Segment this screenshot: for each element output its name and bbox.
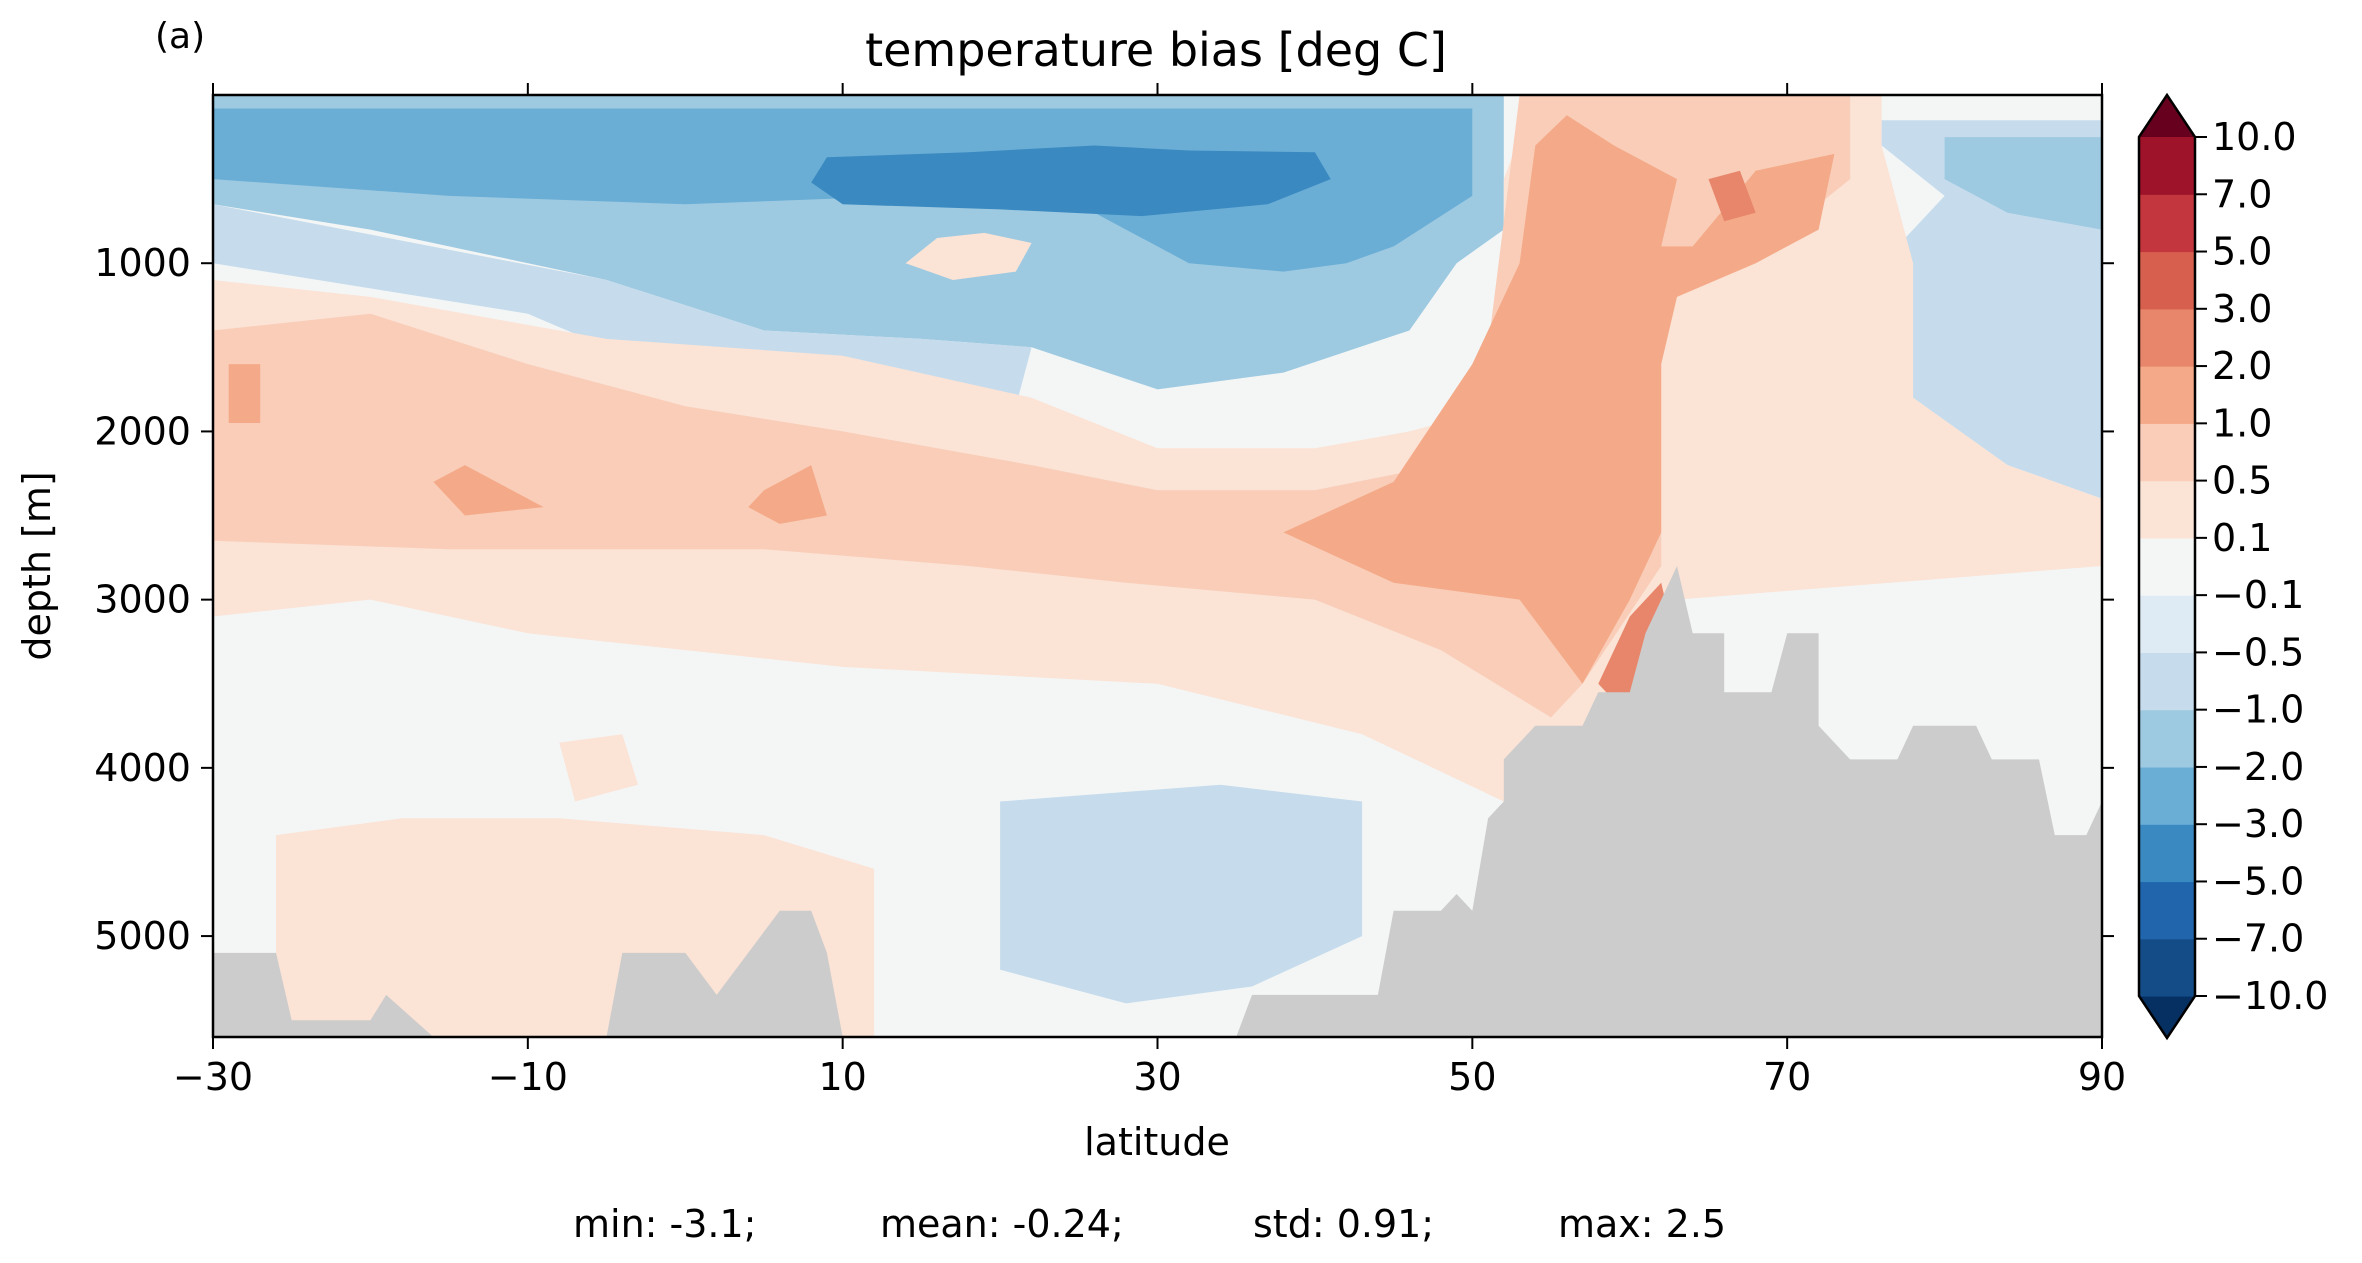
colorbar-segment — [2139, 137, 2195, 195]
colorbar-tick-label: 2.0 — [2212, 344, 2272, 388]
colorbar-segment — [2139, 709, 2195, 768]
colorbar-extend-min — [2139, 996, 2195, 1038]
y-axis-label: depth [m] — [15, 471, 59, 660]
chart-title: temperature bias [deg C] — [865, 23, 1447, 77]
contour-region-17 — [559, 734, 638, 802]
colorbar-segment — [2139, 480, 2195, 539]
plot-area — [211, 93, 2104, 1039]
colorbar-tick-label: 0.1 — [2212, 516, 2272, 560]
stats-line: min: -3.1; mean: -0.24; std: 0.91; max: … — [573, 1202, 1726, 1246]
contour-region-6 — [1944, 137, 2102, 230]
x-tick-label: 90 — [2078, 1055, 2126, 1099]
contour-region-13 — [748, 465, 827, 524]
panel-label: (a) — [155, 16, 205, 57]
x-axis-label: latitude — [1084, 1120, 1230, 1164]
colorbar-segment — [2139, 537, 2195, 596]
stat-mean: mean: -0.24; — [880, 1202, 1124, 1246]
contour-region-10 — [1283, 115, 1835, 684]
y-tick-label: 1000 — [94, 241, 191, 285]
colorbar: −10.0 −7.0 −5.0 −3.0 −2.0 −1.0 −0.5 −0.1 0.1 0.5 1… — [2137, 92, 2328, 1041]
y-tick-label: 4000 — [94, 746, 191, 790]
x-tick-label: 50 — [1448, 1055, 1496, 1099]
y-tick-label: 5000 — [94, 914, 191, 958]
colorbar-tick-label: 10.0 — [2212, 115, 2297, 159]
x-tick-label: −10 — [488, 1055, 568, 1099]
colorbar-tick-label: −0.5 — [2212, 630, 2304, 674]
colorbar-extend-max — [2139, 95, 2195, 137]
contour-region-2 — [811, 145, 1331, 217]
colorbar-segment — [2139, 938, 2195, 997]
colorbar-tick-label: −1.0 — [2212, 688, 2304, 732]
x-tick-label: 30 — [1133, 1055, 1181, 1099]
contour-region-7 — [1000, 784, 1363, 1004]
stat-max: max: 2.5 — [1558, 1202, 1726, 1246]
colorbar-segment — [2139, 824, 2195, 883]
colorbar-segment — [2139, 652, 2195, 711]
seafloor-topography — [213, 566, 2102, 1037]
colorbar-segment — [2139, 766, 2195, 825]
x-tick-label: 10 — [818, 1055, 866, 1099]
colorbar-tick-label: 0.5 — [2212, 459, 2272, 503]
stat-std: std: 0.91; — [1253, 1202, 1434, 1246]
contour-region-4 — [905, 232, 1032, 280]
contour-region-16 — [276, 818, 875, 1037]
contour-regions — [213, 95, 2102, 1037]
colorbar-tick-label: 5.0 — [2212, 230, 2272, 274]
colorbar-tick-label: 7.0 — [2212, 172, 2272, 216]
colorbar-segment — [2139, 251, 2195, 310]
contour-region-15 — [1708, 170, 1756, 222]
x-tick-label: 70 — [1763, 1055, 1811, 1099]
contour-region-11 — [228, 364, 261, 423]
y-tick-label: 2000 — [94, 409, 191, 453]
colorbar-segment — [2139, 423, 2195, 482]
colorbar-segment — [2139, 366, 2195, 424]
y-axis-ticks: 1000 2000 3000 4000 5000 — [94, 241, 2114, 958]
colorbar-tick-label: 1.0 — [2212, 401, 2272, 445]
colorbar-tick-label: −10.0 — [2212, 974, 2328, 1018]
colorbar-segment — [2139, 194, 2195, 253]
stat-min: min: -3.1; — [573, 1202, 757, 1246]
contour-region-12 — [433, 465, 544, 516]
x-tick-label: −30 — [173, 1055, 253, 1099]
colorbar-segment — [2139, 881, 2195, 940]
colorbar-tick-label: −5.0 — [2212, 859, 2304, 903]
x-axis-ticks: −30 −10 10 30 50 70 90 — [173, 83, 2126, 1099]
colorbar-tick-label: 3.0 — [2212, 287, 2272, 331]
colorbar-tick-label: −2.0 — [2212, 745, 2304, 789]
colorbar-segment — [2139, 595, 2195, 653]
colorbar-tick-label: −3.0 — [2212, 802, 2304, 846]
colorbar-segment — [2139, 308, 2195, 367]
colorbar-tick-label: −7.0 — [2212, 917, 2304, 961]
y-tick-label: 3000 — [94, 578, 191, 622]
colorbar-tick-label: −0.1 — [2212, 573, 2304, 617]
